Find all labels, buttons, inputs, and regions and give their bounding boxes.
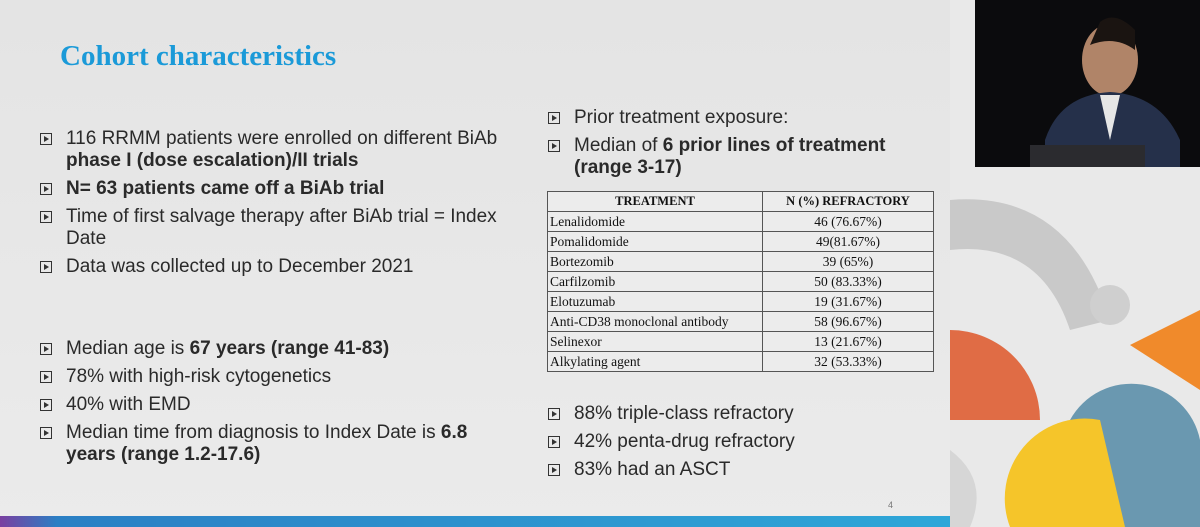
bold-text: 67 years (range 41-83) <box>189 338 390 359</box>
slide: Cohort characteristics 116 RRMM patients… <box>0 0 950 527</box>
table-cell: Carfilzomib <box>547 271 763 292</box>
bullet: Prior treatment exposure: <box>548 107 928 129</box>
table-row: Anti-CD38 monoclonal antibody 58 (96.67%) <box>547 311 934 332</box>
bullet: Time of first salvage therapy after BiAb… <box>40 206 510 250</box>
table-cell: 46 (76.67%) <box>762 211 934 232</box>
text: 42% penta-drug refractory <box>574 431 795 452</box>
bullet: 88% triple-class refractory <box>548 403 928 425</box>
header-cell: N (%) REFRACTORY <box>762 191 934 212</box>
bold-text: phase I (dose escalation)/II trials <box>66 150 359 171</box>
text: Data was collected up to December 2021 <box>66 256 414 277</box>
table-cell: 13 (21.67%) <box>762 331 934 352</box>
bullet-group: 88% triple-class refractory 42% penta-dru… <box>548 403 928 487</box>
text: Time of first salvage therapy after BiAb… <box>66 206 497 249</box>
page-number: 4 <box>888 500 894 510</box>
text: Prior treatment exposure: <box>574 107 789 128</box>
bottom-bar <box>0 516 950 527</box>
bullet-icon <box>40 261 52 273</box>
bullet: Median time from diagnosis to Index Date… <box>40 422 510 466</box>
table-cell: Bortezomib <box>547 251 763 272</box>
bullet-icon <box>548 408 560 420</box>
table-cell: Anti-CD38 monoclonal antibody <box>547 311 763 332</box>
bullet-icon <box>40 399 52 411</box>
bullet-icon <box>548 140 560 152</box>
bullet: N= 63 patients came off a BiAb trial <box>40 178 510 200</box>
table-row: Selinexor 13 (21.67%) <box>547 331 934 352</box>
bullet: Median of 6 prior lines of treatment (ra… <box>548 135 928 179</box>
table-cell: Elotuzumab <box>547 291 763 312</box>
table-cell: 19 (31.67%) <box>762 291 934 312</box>
bullet-icon <box>40 211 52 223</box>
side-panel <box>950 0 1200 527</box>
bullet: Data was collected up to December 2021 <box>40 256 510 278</box>
table-cell: Lenalidomide <box>547 211 763 232</box>
bullet: 83% had an ASCT <box>548 459 928 481</box>
bold-text: 6.8 years (range 1.2-17.6) <box>66 422 468 465</box>
table-row: Pomalidomide 49(81.67%) <box>547 231 934 252</box>
bullet-icon <box>548 464 560 476</box>
bullet-icon <box>548 436 560 448</box>
text: 88% triple-class refractory <box>574 403 794 424</box>
text: Median time from diagnosis to Index Date… <box>66 422 441 443</box>
bullet-icon <box>40 371 52 383</box>
table-row: Elotuzumab 19 (31.67%) <box>547 291 934 312</box>
bullet: 78% with high-risk cytogenetics <box>40 366 510 388</box>
bullet: Median age is 67 years (range 41-83) <box>40 338 510 360</box>
bullet-icon <box>40 343 52 355</box>
bullet-icon <box>40 427 52 439</box>
table-row: Lenalidomide 46 (76.67%) <box>547 211 934 232</box>
table-cell: Alkylating agent <box>547 351 763 372</box>
table-cell: Selinexor <box>547 331 763 352</box>
slide-title: Cohort characteristics <box>60 40 337 72</box>
table-row: Carfilzomib 50 (83.33%) <box>547 271 934 292</box>
bold-text: 6 prior lines of treatment (range 3-17) <box>574 135 886 178</box>
text: 83% had an ASCT <box>574 459 731 480</box>
bullet-group: 116 RRMM patients were enrolled on diffe… <box>40 128 510 284</box>
table-cell: 58 (96.67%) <box>762 311 934 332</box>
table-row: Bortezomib 39 (65%) <box>547 251 934 272</box>
table-cell: 50 (83.33%) <box>762 271 934 292</box>
table-cell: 39 (65%) <box>762 251 934 272</box>
bullet-icon <box>548 112 560 124</box>
header-cell: TREATMENT <box>547 191 763 212</box>
table-cell: Pomalidomide <box>547 231 763 252</box>
bullet-group: Median age is 67 years (range 41-83) 78% … <box>40 338 510 472</box>
text: 78% with high-risk cytogenetics <box>66 366 332 387</box>
table-cell: 32 (53.33%) <box>762 351 934 372</box>
bullet: 116 RRMM patients were enrolled on diffe… <box>40 128 510 172</box>
bullet: 42% penta-drug refractory <box>548 431 928 453</box>
text: 116 RRMM patients were enrolled on diffe… <box>66 128 498 149</box>
table-row: Alkylating agent 32 (53.33%) <box>547 351 934 372</box>
bullet-icon <box>40 133 52 145</box>
bullet-group: Prior treatment exposure: Median of 6 pri… <box>548 107 928 185</box>
text: Median age is <box>66 338 190 359</box>
treatment-table: TREATMENT N (%) REFRACTORY Lenalidomide 46 … <box>547 191 934 372</box>
bold-text: N= 63 patients came off a BiAb trial <box>66 178 385 199</box>
bullet: 40% with EMD <box>40 394 510 416</box>
bullet-icon <box>40 183 52 195</box>
table-cell: 49(81.67%) <box>762 231 934 252</box>
text: 40% with EMD <box>66 394 191 415</box>
text: Median of <box>574 135 663 156</box>
header-row: TREATMENT N (%) REFRACTORY <box>547 191 934 212</box>
